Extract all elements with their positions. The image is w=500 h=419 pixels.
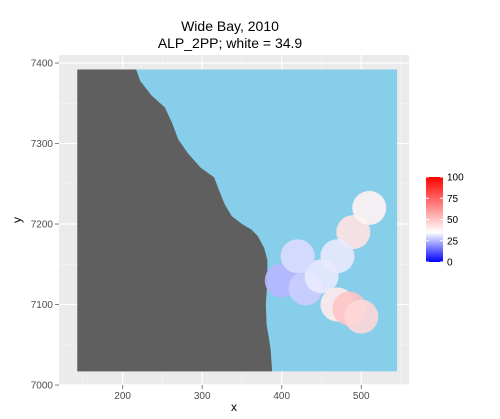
x-axis: 200 300 400 500 xyxy=(114,385,370,402)
x-tick-label: 300 xyxy=(194,391,211,402)
chart-subtitle: ALP_2PP; white = 34.9 xyxy=(158,35,303,51)
x-tick-label: 500 xyxy=(353,391,370,402)
y-axis: 7000 7100 7200 7300 7400 xyxy=(31,59,59,392)
y-tick-label: 7400 xyxy=(31,59,54,70)
x-tick-label: 200 xyxy=(114,391,131,402)
x-tick-label: 400 xyxy=(273,391,290,402)
y-tick-label: 7200 xyxy=(31,220,54,231)
legend-tick-label: 75 xyxy=(447,194,459,205)
chart-title: Wide Bay, 2010 xyxy=(181,18,279,34)
legend-tick-label: 100 xyxy=(447,173,464,184)
region-cell xyxy=(352,190,387,225)
region-cell xyxy=(344,299,379,334)
y-axis-label: y xyxy=(10,217,24,223)
y-tick-label: 7100 xyxy=(31,300,54,311)
legend: 0 25 50 75 100 xyxy=(426,173,464,269)
legend-colorbar xyxy=(426,177,443,262)
y-tick-label: 7000 xyxy=(31,381,54,392)
region-cell xyxy=(320,239,355,274)
x-axis-label: x xyxy=(231,400,237,414)
legend-tick-label: 25 xyxy=(447,236,459,247)
y-tick-label: 7300 xyxy=(31,139,54,150)
region-cell xyxy=(336,215,371,250)
region-cell xyxy=(280,239,315,274)
map xyxy=(77,69,398,372)
legend-tick-label: 50 xyxy=(447,215,459,226)
legend-tick-label: 0 xyxy=(447,258,453,269)
land-area xyxy=(77,69,273,372)
